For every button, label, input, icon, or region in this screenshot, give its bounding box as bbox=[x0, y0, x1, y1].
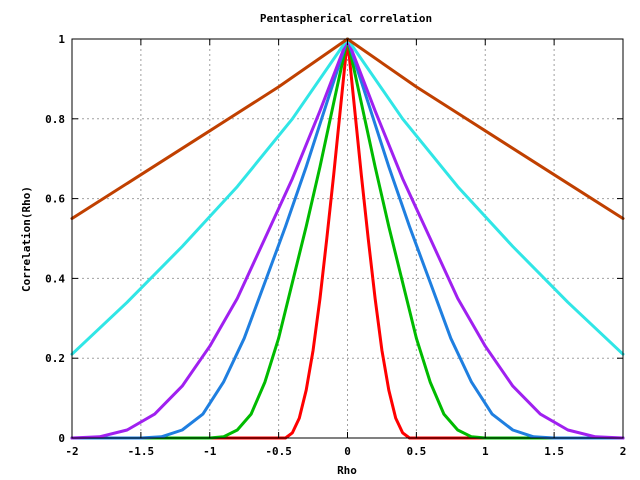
x-tick-label: 0 bbox=[344, 445, 351, 458]
series-group bbox=[70, 37, 625, 440]
series-line-1 bbox=[70, 37, 625, 440]
y-tick-label: 0.6 bbox=[45, 193, 65, 206]
grid bbox=[72, 39, 623, 438]
x-axis-label: Rho bbox=[337, 464, 357, 477]
y-tick-label: 0 bbox=[58, 432, 65, 445]
series-line-3 bbox=[70, 37, 625, 440]
x-tick-label: 0.5 bbox=[406, 445, 426, 458]
y-tick-label: 0.4 bbox=[45, 272, 65, 285]
y-tick-label: 0.8 bbox=[45, 113, 65, 126]
y-tick-label: 1 bbox=[58, 33, 65, 46]
x-tick-label: 1.5 bbox=[544, 445, 564, 458]
x-tick-label: -2 bbox=[65, 445, 78, 458]
x-tick-label: 1 bbox=[482, 445, 489, 458]
x-tick-label: -1 bbox=[203, 445, 217, 458]
x-tick-label: -1.5 bbox=[128, 445, 155, 458]
series-line-5 bbox=[70, 37, 625, 356]
ticks: -2 -1.5 -1 -0.5 0 0.5 1 1.5 2 0 0.2 0.4 0.6 0.8 1 bbox=[45, 33, 626, 458]
chart-title: Pentaspherical correlation bbox=[260, 12, 432, 25]
series-line-4 bbox=[70, 37, 625, 440]
series-line-2 bbox=[70, 37, 625, 440]
x-tick-label: -0.5 bbox=[265, 445, 292, 458]
y-tick-label: 0.2 bbox=[45, 352, 65, 365]
y-axis-label: Correlation(Rho) bbox=[20, 186, 33, 292]
x-tick-label: 2 bbox=[620, 445, 627, 458]
plot-frame bbox=[71, 38, 624, 439]
